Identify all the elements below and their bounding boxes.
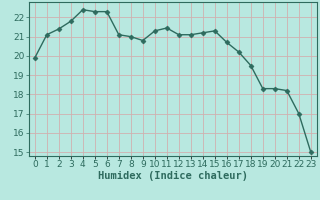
X-axis label: Humidex (Indice chaleur): Humidex (Indice chaleur) <box>98 171 248 181</box>
